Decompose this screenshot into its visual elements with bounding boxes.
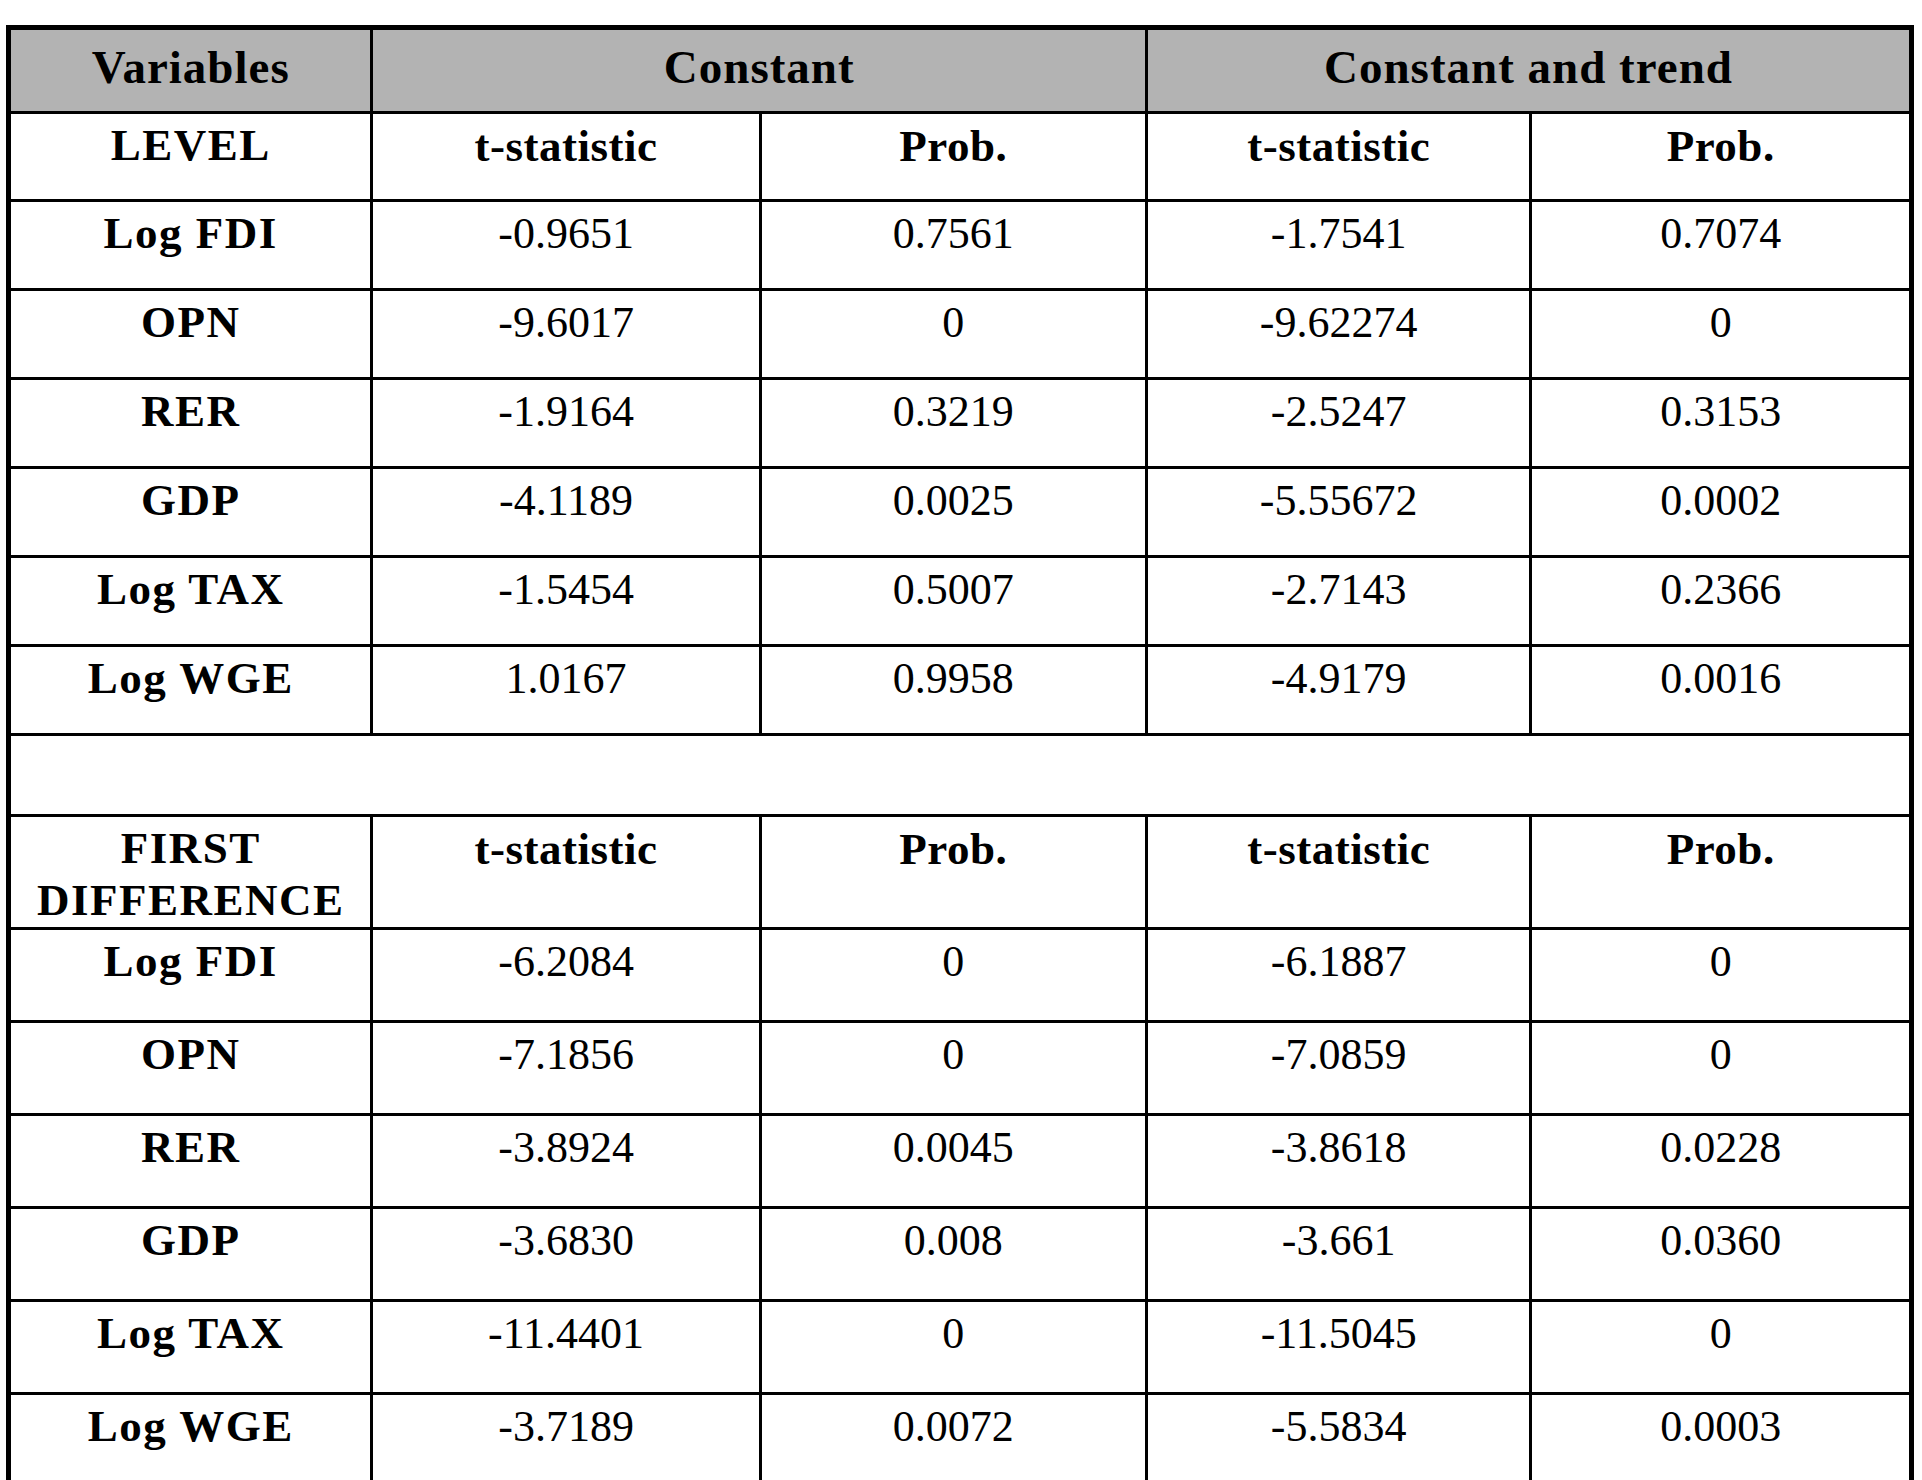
cell-value: -9.6017 xyxy=(372,290,760,379)
cell-value: -1.5454 xyxy=(372,557,760,646)
cell-value: 1.0167 xyxy=(372,646,760,735)
page: Variables Constant Constant and trend LE… xyxy=(0,0,1922,1480)
first-difference-header-row: FIRST DIFFERENCE t-statistic Prob. t-sta… xyxy=(9,816,1912,929)
cell-value: 0.0360 xyxy=(1531,1207,1912,1300)
table-row-fd-opn: OPN -7.1856 0 -7.0859 0 xyxy=(9,1021,1912,1114)
cell-value: 0.0025 xyxy=(760,468,1146,557)
cell-value: 0.0016 xyxy=(1531,646,1912,735)
cell-value: 0 xyxy=(1531,928,1912,1021)
header-constant: Constant xyxy=(372,28,1147,113)
col-header-prob: Prob. xyxy=(760,816,1146,929)
cell-value: -2.5247 xyxy=(1146,379,1530,468)
table-header-row: Variables Constant Constant and trend xyxy=(9,28,1912,113)
variable-label: Log FDI xyxy=(9,201,372,290)
table-row-level-logtax: Log TAX -1.5454 0.5007 -2.7143 0.2366 xyxy=(9,557,1912,646)
col-header-t-statistic: t-statistic xyxy=(1146,816,1530,929)
cell-value: 0.3219 xyxy=(760,379,1146,468)
spacer-row xyxy=(9,735,1912,816)
col-header-prob: Prob. xyxy=(760,113,1146,201)
cell-value: 0 xyxy=(760,1021,1146,1114)
cell-value: 0.0003 xyxy=(1531,1393,1912,1480)
col-header-prob: Prob. xyxy=(1531,113,1912,201)
cell-value: -4.9179 xyxy=(1146,646,1530,735)
cell-value: -0.9651 xyxy=(372,201,760,290)
variable-label: OPN xyxy=(9,1021,372,1114)
cell-value: 0.0072 xyxy=(760,1393,1146,1480)
cell-value: -6.2084 xyxy=(372,928,760,1021)
table-row-level-logwge: Log WGE 1.0167 0.9958 -4.9179 0.0016 xyxy=(9,646,1912,735)
table-row-level-logfdi: Log FDI -0.9651 0.7561 -1.7541 0.7074 xyxy=(9,201,1912,290)
section-label-first-difference: FIRST DIFFERENCE xyxy=(9,816,372,929)
variable-label: Log TAX xyxy=(9,1300,372,1393)
table-row-level-opn: OPN -9.6017 0 -9.62274 0 xyxy=(9,290,1912,379)
variable-label: Log TAX xyxy=(9,557,372,646)
cell-value: 0 xyxy=(1531,1300,1912,1393)
header-variables: Variables xyxy=(9,28,372,113)
table-row-fd-rer: RER -3.8924 0.0045 -3.8618 0.0228 xyxy=(9,1114,1912,1207)
col-header-t-statistic: t-statistic xyxy=(372,113,760,201)
cell-value: 0.7561 xyxy=(760,201,1146,290)
cell-value: 0 xyxy=(760,290,1146,379)
table-row-fd-gdp: GDP -3.6830 0.008 -3.661 0.0360 xyxy=(9,1207,1912,1300)
variable-label: Log FDI xyxy=(9,928,372,1021)
header-constant-and-trend: Constant and trend xyxy=(1146,28,1911,113)
cell-value: -7.0859 xyxy=(1146,1021,1530,1114)
table-row-level-rer: RER -1.9164 0.3219 -2.5247 0.3153 xyxy=(9,379,1912,468)
variable-label: Log WGE xyxy=(9,646,372,735)
table-row-level-gdp: GDP -4.1189 0.0025 -5.55672 0.0002 xyxy=(9,468,1912,557)
cell-value: -1.7541 xyxy=(1146,201,1530,290)
level-header-row: LEVEL t-statistic Prob. t-statistic Prob… xyxy=(9,113,1912,201)
cell-value: -11.5045 xyxy=(1146,1300,1530,1393)
variable-label: RER xyxy=(9,1114,372,1207)
cell-value: 0.0045 xyxy=(760,1114,1146,1207)
col-header-prob: Prob. xyxy=(1531,816,1912,929)
cell-value: 0.7074 xyxy=(1531,201,1912,290)
variable-label: GDP xyxy=(9,1207,372,1300)
cell-value: 0.2366 xyxy=(1531,557,1912,646)
cell-value: -1.9164 xyxy=(372,379,760,468)
table-row-fd-logtax: Log TAX -11.4401 0 -11.5045 0 xyxy=(9,1300,1912,1393)
variable-label: GDP xyxy=(9,468,372,557)
cell-value: 0 xyxy=(1531,1021,1912,1114)
col-header-t-statistic: t-statistic xyxy=(1146,113,1530,201)
cell-value: -2.7143 xyxy=(1146,557,1530,646)
cell-value: -6.1887 xyxy=(1146,928,1530,1021)
col-header-t-statistic: t-statistic xyxy=(372,816,760,929)
table-row-fd-logwge: Log WGE -3.7189 0.0072 -5.5834 0.0003 xyxy=(9,1393,1912,1480)
cell-value: 0 xyxy=(760,1300,1146,1393)
cell-value: 0 xyxy=(760,928,1146,1021)
cell-value: 0.0002 xyxy=(1531,468,1912,557)
cell-value: -9.62274 xyxy=(1146,290,1530,379)
cell-value: -5.55672 xyxy=(1146,468,1530,557)
cell-value: -3.8924 xyxy=(372,1114,760,1207)
cell-value: 0.9958 xyxy=(760,646,1146,735)
cell-value: -11.4401 xyxy=(372,1300,760,1393)
spacer-cell xyxy=(9,735,1912,816)
cell-value: 0.008 xyxy=(760,1207,1146,1300)
cell-value: 0 xyxy=(1531,290,1912,379)
cell-value: -3.8618 xyxy=(1146,1114,1530,1207)
cell-value: 0.3153 xyxy=(1531,379,1912,468)
cell-value: -3.7189 xyxy=(372,1393,760,1480)
cell-value: -3.6830 xyxy=(372,1207,760,1300)
section-label-level: LEVEL xyxy=(9,113,372,201)
unit-root-test-table: Variables Constant Constant and trend LE… xyxy=(6,25,1914,1480)
variable-label: RER xyxy=(9,379,372,468)
cell-value: -5.5834 xyxy=(1146,1393,1530,1480)
cell-value: 0.5007 xyxy=(760,557,1146,646)
table-row-fd-logfdi: Log FDI -6.2084 0 -6.1887 0 xyxy=(9,928,1912,1021)
cell-value: 0.0228 xyxy=(1531,1114,1912,1207)
variable-label: OPN xyxy=(9,290,372,379)
variable-label: Log WGE xyxy=(9,1393,372,1480)
cell-value: -4.1189 xyxy=(372,468,760,557)
cell-value: -3.661 xyxy=(1146,1207,1530,1300)
cell-value: -7.1856 xyxy=(372,1021,760,1114)
